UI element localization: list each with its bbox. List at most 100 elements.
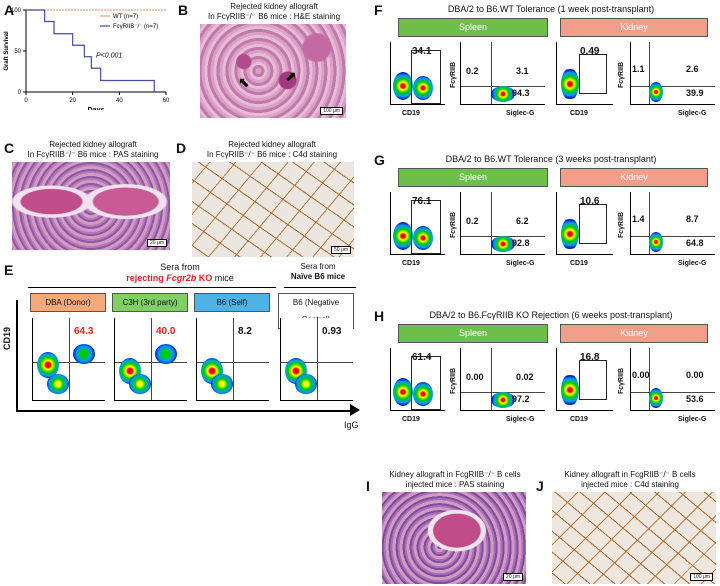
x-tick-label: 40 bbox=[116, 98, 123, 104]
population-blob bbox=[561, 68, 579, 100]
gate-box bbox=[579, 360, 607, 400]
caption-line: injected mice : PAS staining bbox=[405, 480, 505, 489]
population-blob bbox=[649, 82, 663, 102]
quad-ul: 0.00 bbox=[466, 372, 484, 382]
gate-value: 61.4 bbox=[412, 352, 432, 363]
percent-value: 0.93 bbox=[322, 326, 342, 337]
kidney-tag: Kidney bbox=[560, 18, 708, 37]
population-blob bbox=[491, 392, 515, 408]
siglec-axis-label: Siglec-G bbox=[678, 110, 707, 117]
header-line: Naïve B6 mice bbox=[290, 272, 346, 281]
panel-d-label: D bbox=[176, 140, 187, 156]
header-emph: rejecting bbox=[126, 273, 167, 283]
gate-box bbox=[579, 54, 607, 94]
x-axis-label: Days bbox=[88, 107, 105, 110]
igg-axis-label: IgG bbox=[344, 420, 359, 430]
gate-h bbox=[281, 362, 353, 363]
kidney-tag: Kidney bbox=[560, 168, 708, 187]
e-x-axis bbox=[16, 410, 356, 412]
caption-line: In FcγRIIB⁻/⁻ B6 mice : H&E staining bbox=[207, 12, 341, 21]
header-underline bbox=[284, 287, 356, 288]
caption-line: Rejected kidney allograft bbox=[228, 140, 316, 149]
legend-entry: FcγRIIB⁻/⁻ (n=7) bbox=[113, 24, 158, 30]
cd19-plot-kidney bbox=[556, 348, 613, 411]
scale-bar: 100 μm bbox=[690, 573, 713, 581]
gate-value: 76.1 bbox=[412, 196, 432, 207]
panel-f-title: DBA/2 to B6.WT Tolerance (1 week post-tr… bbox=[447, 4, 655, 14]
spleen-tag: Spleen bbox=[398, 168, 548, 187]
percent-value: 8.2 bbox=[238, 326, 252, 337]
gate-v bbox=[69, 318, 70, 400]
series-line bbox=[26, 9, 155, 92]
panel-g-label: G bbox=[374, 152, 385, 168]
caption-line: In FcγRIIB⁻/⁻ B6 mice : C4d staining bbox=[206, 150, 338, 159]
x-tick-label: 20 bbox=[69, 98, 76, 104]
gate-h bbox=[197, 362, 269, 363]
header-line: Sera from bbox=[300, 262, 336, 271]
fcgr-axis-label: FcγRIIB bbox=[618, 367, 625, 394]
gate-v bbox=[491, 348, 492, 410]
fcgr-axis-label: FcγRIIB bbox=[450, 367, 457, 394]
panel-g-title: DBA/2 to B6.WT Tolerance (3 weeks post-t… bbox=[445, 154, 657, 164]
header-rest: mice bbox=[212, 273, 234, 283]
quad-ul: 1.4 bbox=[632, 214, 645, 224]
e-y-axis bbox=[16, 300, 18, 412]
population-blob bbox=[413, 382, 433, 406]
population-blob bbox=[393, 72, 413, 100]
siglec-axis-label: Siglec-G bbox=[506, 260, 535, 267]
gate-v bbox=[233, 318, 234, 400]
population-blob bbox=[211, 374, 233, 394]
cd19-plot-kidney bbox=[556, 42, 613, 105]
gate-value: 16.8 bbox=[580, 352, 600, 363]
cd19-axis-label: CD19 bbox=[402, 110, 420, 117]
scale-bar: 20 μm bbox=[503, 573, 523, 581]
p-value-annotation: P<0.001 bbox=[96, 53, 122, 60]
gate-value: 10.6 bbox=[580, 196, 600, 207]
gate-v bbox=[649, 348, 650, 410]
panel-e-label: E bbox=[4, 262, 14, 278]
population-blob bbox=[37, 352, 59, 378]
y-tick-label: 50 bbox=[14, 49, 21, 55]
gate-v bbox=[491, 192, 492, 254]
quad-plot-kidney bbox=[630, 42, 715, 105]
population-blob bbox=[393, 222, 413, 250]
gate-v bbox=[317, 318, 318, 400]
quad-lr: 97.2 bbox=[512, 394, 530, 404]
population-blob bbox=[561, 374, 579, 406]
quad-lr: 39.9 bbox=[686, 88, 704, 98]
quad-ur: 2.6 bbox=[686, 64, 699, 74]
gate-box bbox=[579, 204, 607, 244]
cd19-axis-label: CD19 bbox=[570, 110, 588, 117]
panel-h-title: DBA/2 to B6.FcγRIIB KO Rejection (6 week… bbox=[429, 310, 673, 320]
gate-v bbox=[649, 42, 650, 104]
gate-h bbox=[631, 236, 715, 237]
quad-plot-spleen bbox=[460, 192, 545, 255]
gate-h bbox=[33, 362, 105, 363]
percent-value: 40.0 bbox=[156, 326, 176, 337]
panel-i-label: I bbox=[366, 478, 370, 494]
population-blob bbox=[413, 76, 433, 100]
population-blob bbox=[47, 374, 69, 394]
gate-h bbox=[631, 86, 715, 87]
population-blob bbox=[491, 236, 515, 252]
cd19-axis-label: CD19 bbox=[402, 260, 420, 267]
cd19-plot-spleen bbox=[390, 192, 445, 255]
panel-j-caption: Kidney allograft in FcgRIIB⁻/⁻ B cells i… bbox=[550, 470, 710, 490]
panel-b-label: B bbox=[178, 2, 189, 18]
caption-line: Rejected kidney allograft bbox=[230, 2, 318, 11]
panel-h-label: H bbox=[374, 308, 385, 324]
population-blob bbox=[649, 232, 663, 252]
y-tick-label: 100 bbox=[11, 8, 22, 14]
quad-ur: 3.1 bbox=[516, 66, 529, 76]
quad-ul: 1.1 bbox=[632, 64, 645, 74]
population-blob bbox=[413, 226, 433, 250]
e-arrow-icon bbox=[350, 404, 360, 416]
sera-tag: C3H (3rd party) bbox=[112, 293, 188, 312]
quad-ur: 8.7 bbox=[686, 214, 699, 224]
caption-line: injected mice : C4d staining bbox=[581, 480, 679, 489]
quad-ul: 0.2 bbox=[466, 66, 479, 76]
fcgr-axis-label: FcγRIIB bbox=[618, 61, 625, 88]
cd19-axis-label: CD19 bbox=[570, 416, 588, 423]
gate-h bbox=[631, 392, 715, 393]
panel-i-caption: Kidney allograft in FcgRIIB⁻/⁻ B cells i… bbox=[380, 470, 530, 490]
